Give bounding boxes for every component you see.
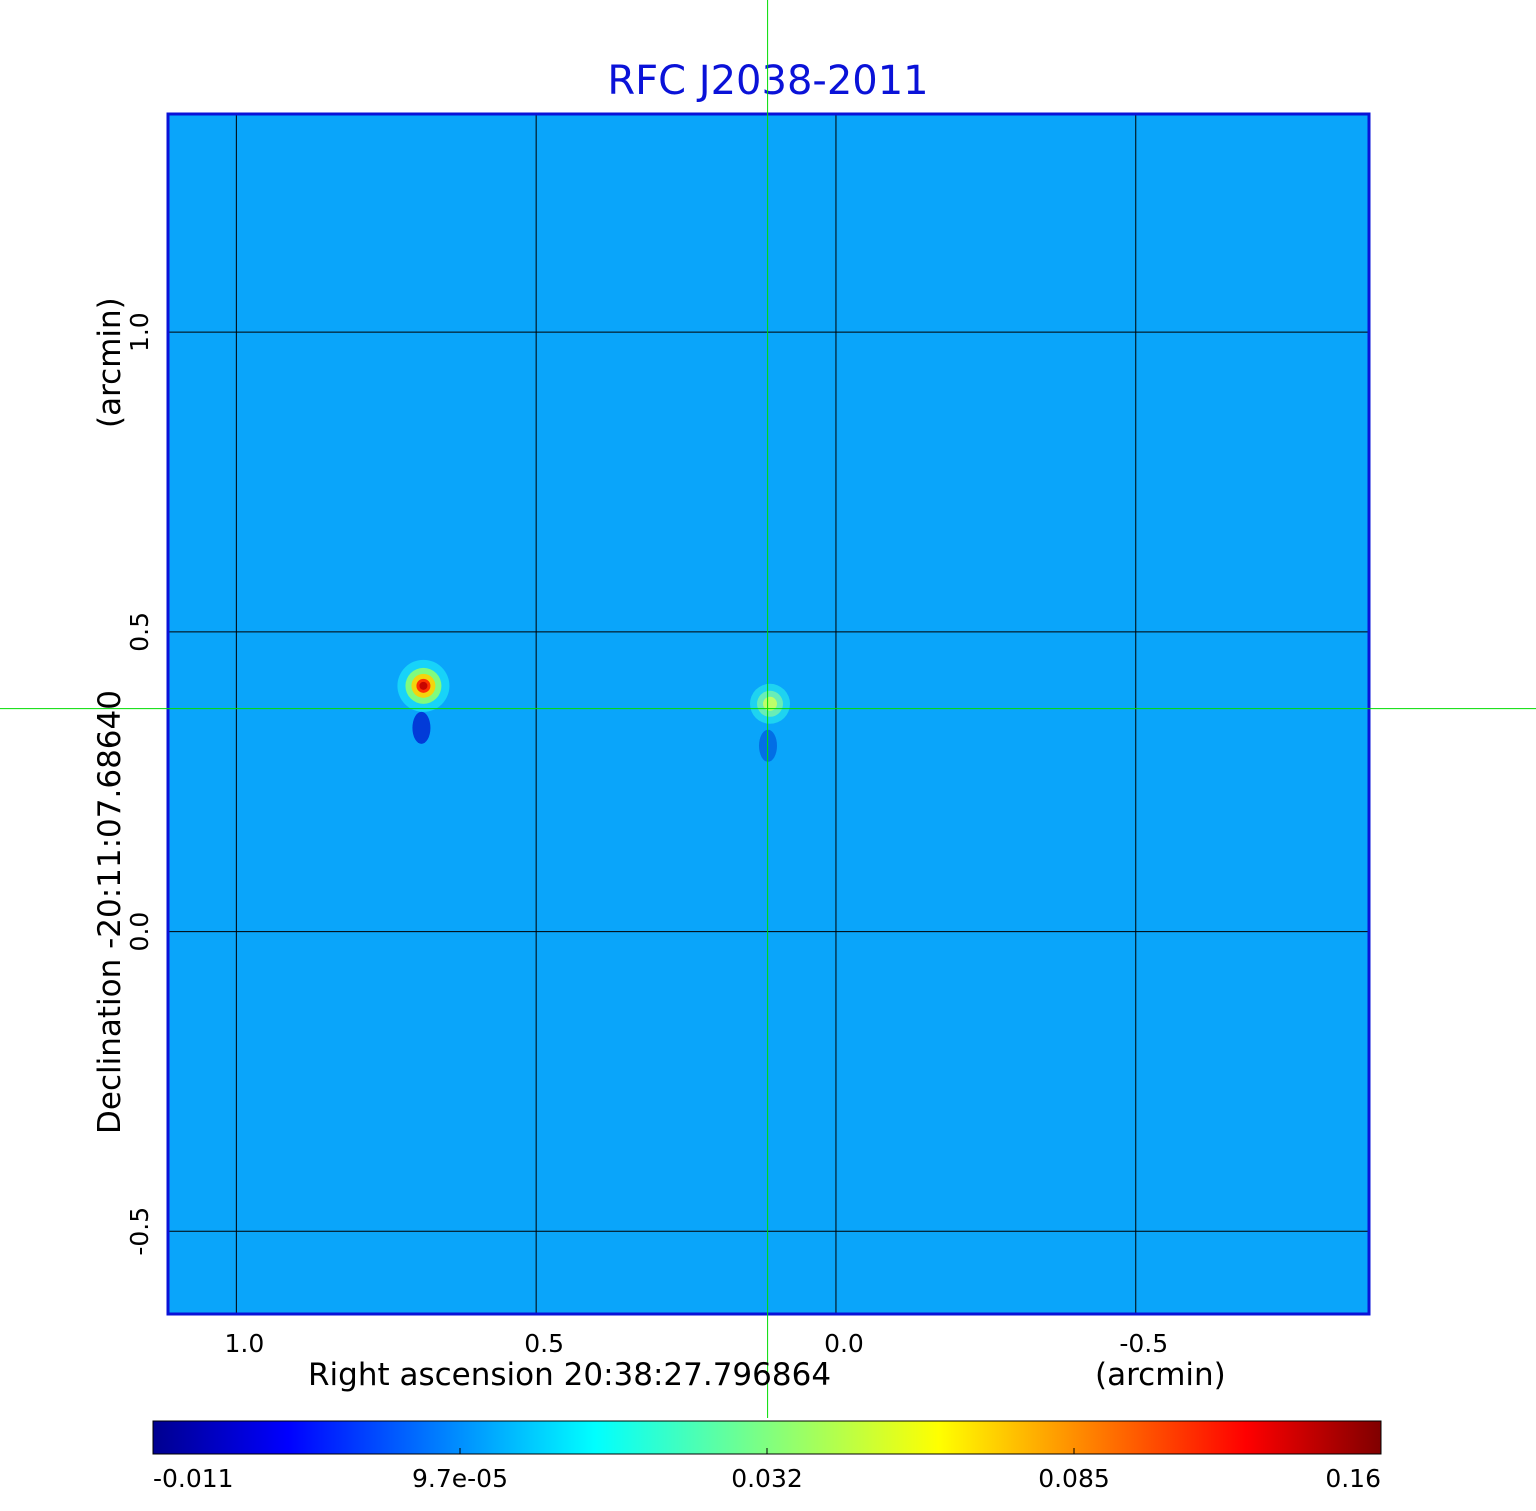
plot-frame	[166, 112, 1371, 1316]
colorbar-tick-label: -0.011	[153, 1464, 234, 1493]
colorbar-tick-label: 0.16	[1325, 1464, 1381, 1493]
x-tick-label: -0.5	[1119, 1329, 1168, 1358]
x-tick-label: 1.0	[224, 1329, 264, 1358]
y-tick-label: 0.0	[125, 912, 154, 952]
y-axis-unit: (arcmin)	[92, 297, 128, 428]
source-1-layer-5	[419, 681, 428, 690]
colorbar-tick-label: 9.7e-05	[412, 1464, 508, 1493]
x-tick-label: 0.0	[824, 1329, 864, 1358]
y-tick-label: 1.0	[125, 312, 154, 352]
x-axis-label: Right ascension 20:38:27.796864	[308, 1357, 831, 1393]
x-tick-label: 0.5	[524, 1329, 564, 1358]
y-axis-label: Declination -20:11:07.68640	[92, 690, 128, 1134]
y-tick-label: -0.5	[125, 1207, 154, 1256]
source-1-negative-lobe	[412, 711, 431, 744]
colorbar-tick-label: 0.085	[1038, 1464, 1110, 1493]
colorbar-tick-label: 0.032	[731, 1464, 803, 1493]
x-axis-unit: (arcmin)	[1095, 1357, 1226, 1393]
y-tick-label: 0.5	[125, 612, 154, 652]
source-2-layer-3	[762, 696, 777, 711]
plot-area	[168, 114, 1369, 1314]
